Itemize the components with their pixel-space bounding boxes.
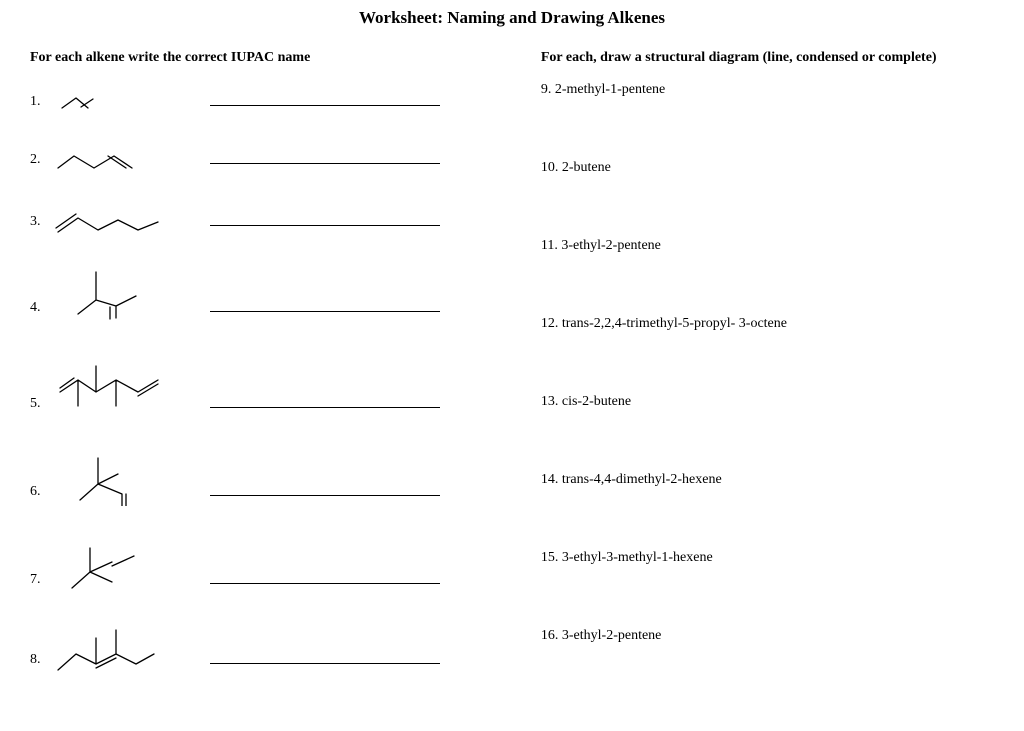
structure-diagram [50, 618, 180, 674]
question-row: 7. [30, 512, 521, 594]
left-heading: For each alkene write the correct IUPAC … [30, 50, 521, 66]
question-row: 8. [30, 600, 521, 674]
worksheet-title: Worksheet: Naming and Drawing Alkenes [30, 8, 994, 28]
question-row: 2. [30, 122, 521, 174]
question-number: 8. [30, 652, 50, 674]
draw-prompt: 13. cis-2-butene [541, 394, 994, 410]
draw-prompt: 14. trans-4,4-dimethyl-2-hexene [541, 472, 994, 488]
question-number: 7. [30, 572, 50, 594]
question-row: 4. [30, 242, 521, 322]
structure-diagram [50, 446, 180, 506]
answer-blank[interactable] [210, 494, 440, 496]
question-number: 6. [30, 484, 50, 506]
question-number: 3. [30, 214, 50, 236]
draw-prompt: 10. 2-butene [541, 160, 994, 176]
question-row: 3. [30, 180, 521, 236]
right-column: For each, draw a structural diagram (lin… [531, 50, 994, 706]
question-number: 4. [30, 300, 50, 322]
structure-diagram [50, 538, 180, 594]
draw-prompt: 9. 2-methyl-1-pentene [541, 82, 994, 98]
answer-blank[interactable] [210, 582, 440, 584]
question-row: 5. [30, 328, 521, 418]
draw-prompt: 16. 3-ethyl-2-pentene [541, 628, 994, 644]
answer-blank[interactable] [210, 224, 440, 226]
structure-diagram [50, 144, 180, 174]
right-heading: For each, draw a structural diagram (lin… [541, 50, 994, 66]
structure-diagram [50, 206, 180, 236]
structure-diagram [50, 86, 180, 116]
question-number: 1. [30, 94, 50, 116]
question-number: 2. [30, 152, 50, 174]
draw-prompt: 12. trans-2,2,4-trimethyl-5-propyl- 3-oc… [541, 316, 994, 332]
answer-blank[interactable] [210, 662, 440, 664]
structure-diagram [50, 262, 180, 322]
left-column: For each alkene write the correct IUPAC … [30, 50, 531, 706]
question-number: 5. [30, 396, 50, 418]
question-row: 6. [30, 424, 521, 506]
answer-blank[interactable] [210, 406, 440, 408]
question-row: 1. [30, 82, 521, 116]
answer-blank[interactable] [210, 162, 440, 164]
draw-prompt: 11. 3-ethyl-2-pentene [541, 238, 994, 254]
answer-blank[interactable] [210, 104, 440, 106]
draw-prompt: 15. 3-ethyl-3-methyl-1-hexene [541, 550, 994, 566]
structure-diagram [50, 348, 180, 418]
answer-blank[interactable] [210, 310, 440, 312]
